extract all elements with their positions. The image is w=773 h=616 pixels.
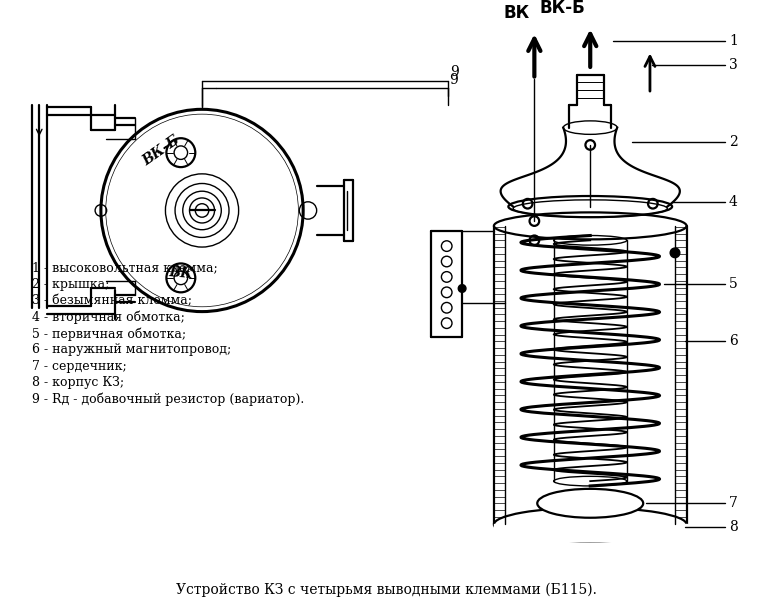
Text: ВК: ВК bbox=[168, 265, 193, 281]
Text: 6: 6 bbox=[729, 334, 737, 349]
Text: 6 - наружный магнитопровод;: 6 - наружный магнитопровод; bbox=[32, 343, 231, 357]
Text: 5: 5 bbox=[729, 277, 737, 291]
Text: 3 - безымянная клемма;: 3 - безымянная клемма; bbox=[32, 294, 192, 307]
Text: 7: 7 bbox=[729, 496, 737, 510]
Text: 9: 9 bbox=[451, 65, 459, 79]
Text: 7 - сердечник;: 7 - сердечник; bbox=[32, 360, 126, 373]
Text: ВК-Б: ВК-Б bbox=[540, 0, 585, 17]
Text: 4 - вторичная обмотка;: 4 - вторичная обмотка; bbox=[32, 310, 185, 324]
Text: 2: 2 bbox=[729, 135, 737, 149]
Text: 9: 9 bbox=[450, 73, 458, 87]
Text: ВК: ВК bbox=[503, 4, 530, 22]
Text: 1: 1 bbox=[729, 34, 737, 48]
Circle shape bbox=[458, 285, 466, 293]
Text: 4: 4 bbox=[729, 195, 737, 209]
Text: 1 - высоковольтная клемма;: 1 - высоковольтная клемма; bbox=[32, 262, 217, 275]
Circle shape bbox=[670, 248, 679, 257]
Text: 5 - первичная обмотка;: 5 - первичная обмотка; bbox=[32, 327, 186, 341]
Text: 2 - крышка;: 2 - крышка; bbox=[32, 278, 109, 291]
Ellipse shape bbox=[537, 489, 643, 517]
Text: 8 - корпус КЗ;: 8 - корпус КЗ; bbox=[32, 376, 124, 389]
Text: 3: 3 bbox=[729, 58, 737, 72]
Text: Устройство КЗ с четырьмя выводными клеммами (Б115).: Устройство КЗ с четырьмя выводными клемм… bbox=[175, 582, 597, 597]
Text: 9 - Rд - добавочный резистор (вариатор).: 9 - Rд - добавочный резистор (вариатор). bbox=[32, 392, 304, 406]
Text: 8: 8 bbox=[729, 521, 737, 534]
Text: ВК-Б: ВК-Б bbox=[141, 133, 182, 169]
